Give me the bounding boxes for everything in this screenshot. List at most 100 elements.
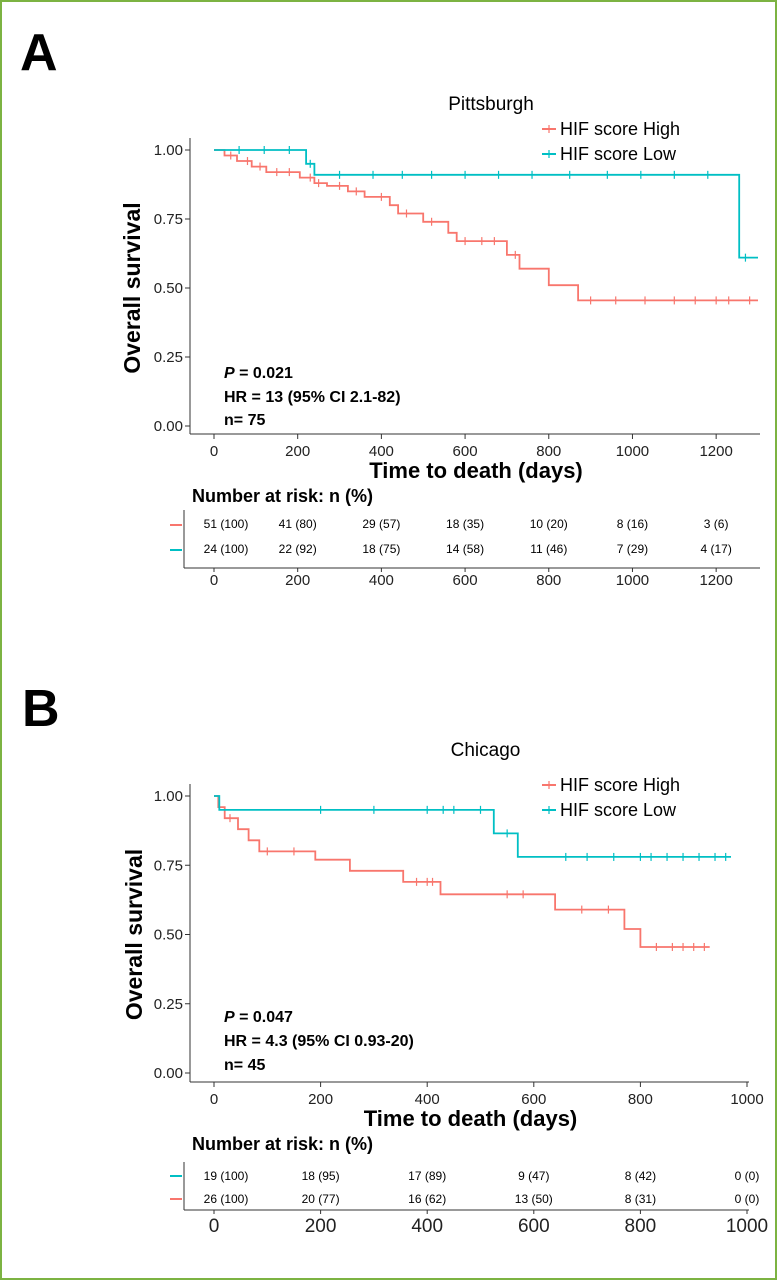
y-tick-label: 1.00 <box>154 142 183 159</box>
legend-label: HIF score High <box>560 119 680 139</box>
risk-x-tick-label: 0 <box>210 572 218 589</box>
risk-table-title: Number at risk: n (%) <box>192 1134 373 1154</box>
risk-cell: 17 (89) <box>408 1169 446 1183</box>
survival-curve <box>214 795 731 858</box>
risk-cell: 14 (58) <box>446 542 484 556</box>
series-hif-low <box>214 146 758 262</box>
y-tick-label: 0.75 <box>154 857 183 874</box>
risk-cell: 22 (92) <box>279 542 317 556</box>
x-tick-label: 600 <box>453 443 478 460</box>
risk-table: Number at risk: n (%) 51 (100) 41 (80) 29 (… <box>170 486 760 589</box>
risk-cell: 4 (17) <box>700 542 731 556</box>
x-tick-label: 1000 <box>730 1091 763 1108</box>
risk-cell: 0 (0) <box>735 1192 760 1206</box>
risk-cell: 51 (100) <box>204 517 249 531</box>
x-axis-title: Time to death (days) <box>364 1106 578 1131</box>
risk-x-tick-label: 1200 <box>699 572 732 589</box>
legend-label: HIF score Low <box>560 144 677 164</box>
risk-x-tick-label: 600 <box>518 1216 550 1237</box>
x-tick-label: 200 <box>285 443 310 460</box>
x-axis-title: Time to death (days) <box>369 458 583 483</box>
risk-cell: 8 (16) <box>617 517 648 531</box>
risk-cell: 7 (29) <box>617 542 648 556</box>
series-hif-high <box>214 149 758 305</box>
x-tick-label: 0 <box>210 1091 218 1108</box>
y-tick-label: 0.00 <box>154 418 183 435</box>
legend-label: HIF score Low <box>560 800 677 820</box>
hazard-ratio-text: HR = 13 (95% CI 2.1-82) <box>224 389 401 406</box>
risk-cell: 18 (95) <box>302 1169 340 1183</box>
y-tick-label: 1.00 <box>154 788 183 805</box>
risk-x-tick-label: 1000 <box>616 572 649 589</box>
p-value-text: P = 0.047 <box>224 1009 293 1026</box>
x-tick-label: 200 <box>308 1091 333 1108</box>
risk-x-tick-label: 800 <box>536 572 561 589</box>
panel-pittsburgh: A Pittsburgh 0.00 0.25 0.50 0.75 1.00 0 200 400 60… <box>20 24 760 589</box>
risk-x-tick-label: 0 <box>209 1216 220 1237</box>
risk-cell: 24 (100) <box>204 542 249 556</box>
risk-x-tick-label: 200 <box>285 572 310 589</box>
risk-x-tick-label: 200 <box>305 1216 337 1237</box>
sample-size-text: n= 45 <box>224 1057 265 1074</box>
risk-table-title: Number at risk: n (%) <box>192 486 373 506</box>
x-tick-label: 800 <box>536 443 561 460</box>
x-tick-label: 1000 <box>616 443 649 460</box>
x-tick-label: 1200 <box>699 443 732 460</box>
risk-cell: 16 (62) <box>408 1192 446 1206</box>
sample-size-text: n= 75 <box>224 412 265 429</box>
hazard-ratio-text: HR = 4.3 (95% CI 0.93-20) <box>224 1033 414 1050</box>
risk-cell: 29 (57) <box>362 517 400 531</box>
risk-x-tick-label: 600 <box>453 572 478 589</box>
y-axis-title: Overall survival <box>119 202 145 373</box>
p-value: = 0.047 <box>235 1009 293 1026</box>
risk-cell: 11 (46) <box>530 542 567 556</box>
panel-letter: B <box>22 680 60 738</box>
chart-title: Pittsburgh <box>448 94 534 115</box>
legend-label: HIF score High <box>560 775 680 795</box>
x-tick-label: 600 <box>521 1091 546 1108</box>
panel-letter: A <box>20 24 58 82</box>
risk-cell: 19 (100) <box>204 1169 249 1183</box>
survival-curve <box>214 149 758 302</box>
risk-cell: 26 (100) <box>204 1192 249 1206</box>
survival-curve <box>214 149 758 259</box>
risk-cell: 3 (6) <box>704 517 729 531</box>
risk-cell: 0 (0) <box>735 1169 760 1183</box>
x-tick-label: 0 <box>210 443 218 460</box>
p-value: = 0.021 <box>235 365 293 382</box>
y-tick-label: 0.25 <box>154 996 183 1013</box>
risk-x-tick-label: 400 <box>411 1216 443 1237</box>
risk-x-tick-label: 400 <box>369 572 394 589</box>
y-tick-label: 0.50 <box>154 280 183 297</box>
risk-cell: 8 (42) <box>625 1169 656 1183</box>
risk-cell: 41 (80) <box>279 517 317 531</box>
risk-cell: 9 (47) <box>518 1169 549 1183</box>
risk-cell: 20 (77) <box>302 1192 340 1206</box>
x-tick-label: 400 <box>415 1091 440 1108</box>
y-tick-label: 0.75 <box>154 211 183 228</box>
survival-curve <box>214 795 710 948</box>
p-label: P <box>224 1009 235 1026</box>
risk-x-tick-label: 800 <box>625 1216 657 1237</box>
panel-chicago: B Chicago 0.00 0.25 0.50 0.75 1.00 0 200 400 600 80… <box>22 680 768 1237</box>
risk-cell: 10 (20) <box>530 517 568 531</box>
x-tick-label: 800 <box>628 1091 653 1108</box>
y-tick-label: 0.00 <box>154 1065 183 1082</box>
p-label: P <box>224 365 235 382</box>
risk-x-tick-label: 1000 <box>726 1216 768 1237</box>
risk-table: Number at risk: n (%) 19 (100) 18 (95) 17 (… <box>170 1134 768 1237</box>
risk-cell: 18 (75) <box>362 542 400 556</box>
chart-title: Chicago <box>451 740 521 761</box>
p-value-text: P = 0.021 <box>224 365 293 382</box>
x-tick-label: 400 <box>369 443 394 460</box>
series-hif-low <box>214 795 731 861</box>
series-hif-high <box>214 795 710 951</box>
risk-cell: 13 (50) <box>515 1192 553 1206</box>
risk-cell: 18 (35) <box>446 517 484 531</box>
y-axis-title: Overall survival <box>121 849 147 1020</box>
y-tick-label: 0.50 <box>154 927 183 944</box>
risk-cell: 8 (31) <box>625 1192 656 1206</box>
y-tick-label: 0.25 <box>154 349 183 366</box>
